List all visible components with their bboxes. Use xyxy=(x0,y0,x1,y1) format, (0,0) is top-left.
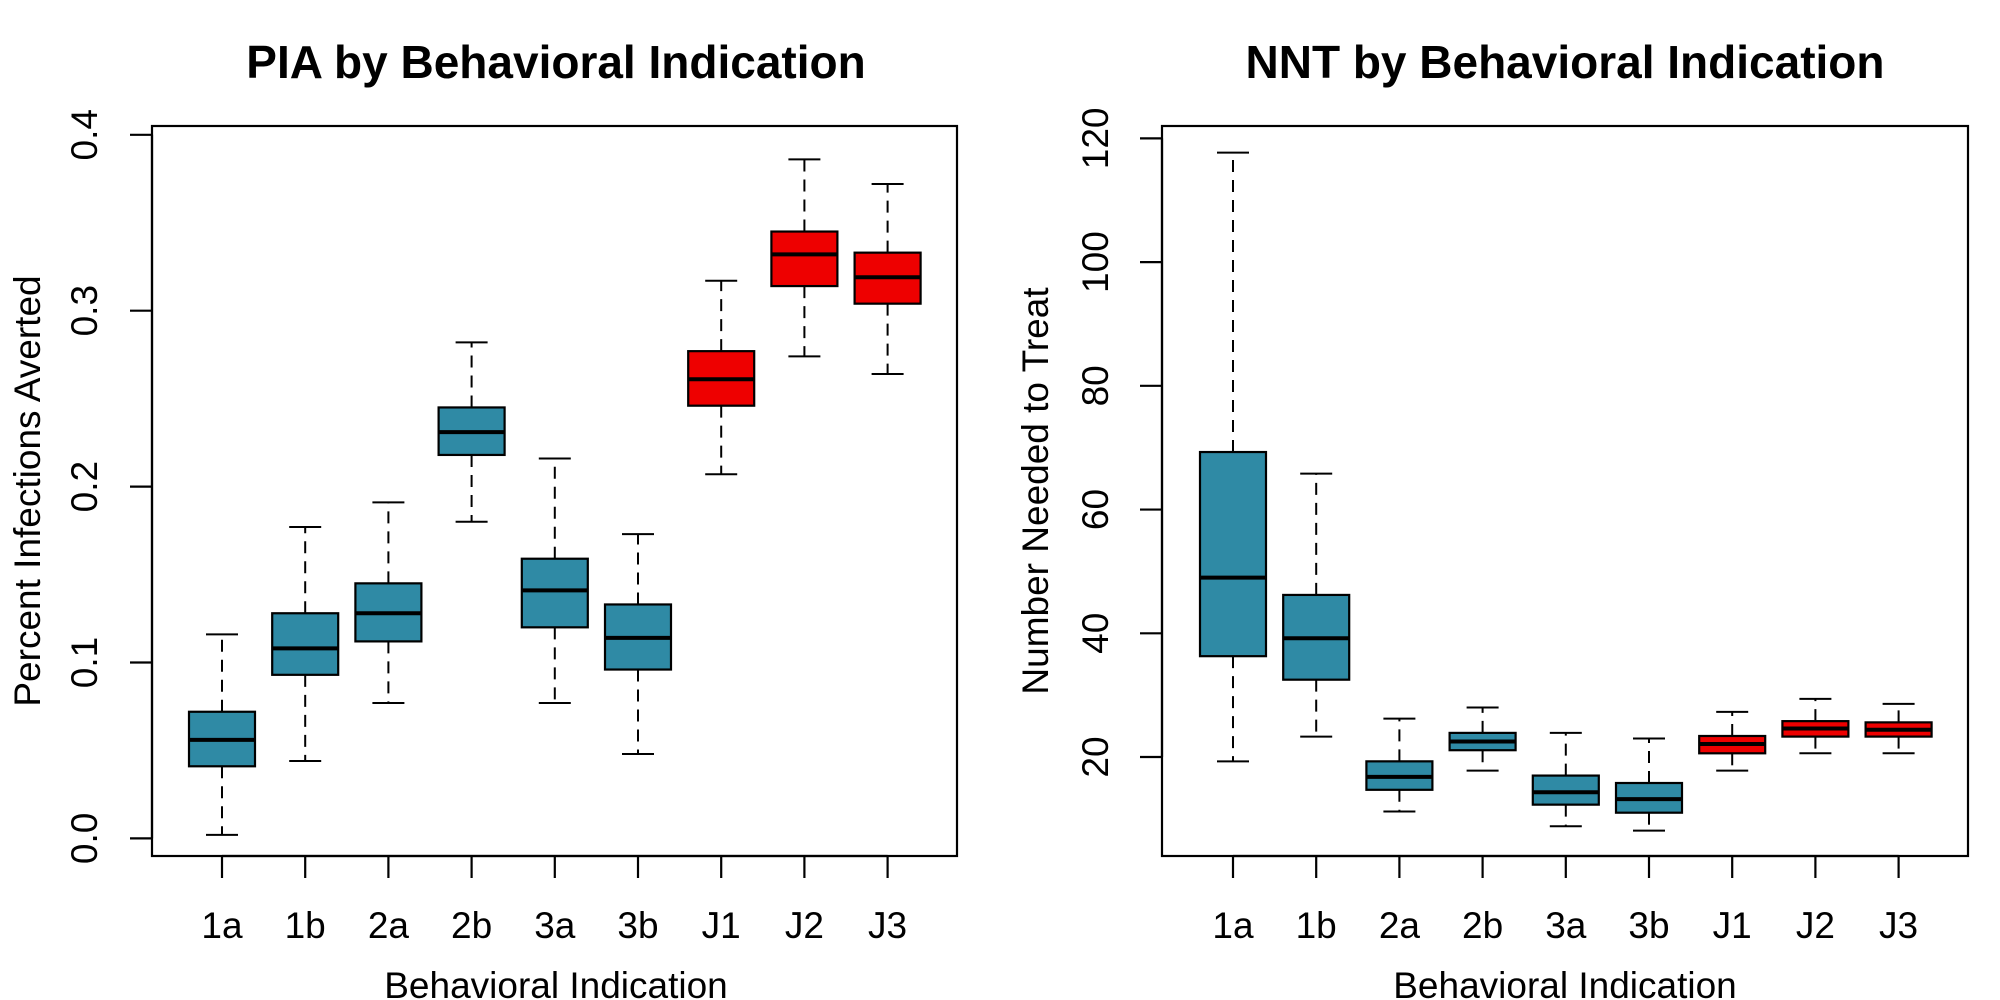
y-tick-label: 20 xyxy=(1075,736,1116,777)
y-tick-label: 0.0 xyxy=(64,813,105,864)
y-tick-label: 120 xyxy=(1075,108,1116,170)
box-3a xyxy=(520,457,589,704)
x-axis: 1a 1b 2a 2b 3a 3b J1 J2 J3 xyxy=(1212,854,1918,946)
box-2b xyxy=(437,341,506,523)
y-axis: 20 40 60 80 100 120 xyxy=(1075,108,1164,778)
x-tick-label: 3a xyxy=(534,905,576,946)
x-tick-label: J3 xyxy=(1879,905,1918,946)
box-J1 xyxy=(687,279,756,476)
y-tick-label: 100 xyxy=(1075,231,1116,293)
nnt-boxplot-panel: NNT by Behavioral Indication 20 40 60 80 100… xyxy=(1015,36,1970,1000)
y-tick-label: 0.1 xyxy=(64,637,105,688)
y-tick-label: 60 xyxy=(1075,489,1116,530)
box-J3 xyxy=(853,183,922,376)
box-series xyxy=(187,158,922,836)
x-tick-label: J3 xyxy=(868,905,907,946)
x-axis-label: Behavioral Indication xyxy=(1393,965,1737,1000)
x-tick-label: 3b xyxy=(617,905,658,946)
box-3a xyxy=(1531,731,1600,828)
x-tick-label: J1 xyxy=(702,905,741,946)
x-tick-label: 1a xyxy=(201,905,243,946)
box-2a xyxy=(1365,717,1434,813)
box-J1 xyxy=(1698,710,1767,772)
box-J2 xyxy=(770,158,839,358)
iqr-box xyxy=(271,612,340,676)
box-3b xyxy=(1614,737,1684,832)
box-1a xyxy=(1198,151,1268,763)
y-tick-label: 0.2 xyxy=(64,461,105,512)
box-series xyxy=(1198,151,1933,832)
iqr-box xyxy=(520,557,589,629)
box-1a xyxy=(187,633,257,836)
x-axis-label: Behavioral Indication xyxy=(384,965,728,1000)
y-axis-label: Number Needed to Treat xyxy=(1015,287,1056,695)
x-tick-label: 3a xyxy=(1545,905,1587,946)
x-tick-label: 1b xyxy=(1296,905,1337,946)
y-axis-label: Percent Infections Averted xyxy=(7,275,48,706)
x-tick-label: J2 xyxy=(785,905,824,946)
x-tick-label: 2a xyxy=(1379,905,1421,946)
iqr-box xyxy=(1531,774,1600,806)
x-tick-label: 2b xyxy=(451,905,492,946)
x-axis: 1a 1b 2a 2b 3a 3b J1 J2 J3 xyxy=(201,854,907,946)
box-1b xyxy=(271,526,340,763)
x-tick-label: J1 xyxy=(1713,905,1752,946)
box-2b xyxy=(1448,706,1517,772)
box-3b xyxy=(603,533,673,755)
y-tick-label: 0.3 xyxy=(64,285,105,336)
y-axis: 0.0 0.1 0.2 0.3 0.4 xyxy=(64,109,154,864)
box-1b xyxy=(1282,472,1351,738)
box-J2 xyxy=(1781,697,1850,755)
x-tick-label: 1a xyxy=(1212,905,1254,946)
y-tick-label: 80 xyxy=(1075,365,1116,406)
box-J3 xyxy=(1864,702,1933,755)
x-tick-label: J2 xyxy=(1796,905,1835,946)
iqr-box xyxy=(770,230,839,288)
pia-boxplot-panel: PIA by Behavioral Indication 0.00.10.20.… xyxy=(7,36,959,1000)
iqr-box xyxy=(1198,450,1268,658)
box-2a xyxy=(354,501,423,704)
chart-title: PIA by Behavioral Indication xyxy=(246,36,865,88)
chart-title: NNT by Behavioral Indication xyxy=(1246,36,1885,88)
y-tick-label: 0.4 xyxy=(64,109,105,160)
x-tick-label: 1b xyxy=(285,905,326,946)
x-tick-label: 2b xyxy=(1462,905,1503,946)
y-tick-label: 40 xyxy=(1075,613,1116,654)
x-tick-label: 3b xyxy=(1628,905,1669,946)
x-tick-label: 2a xyxy=(368,905,410,946)
